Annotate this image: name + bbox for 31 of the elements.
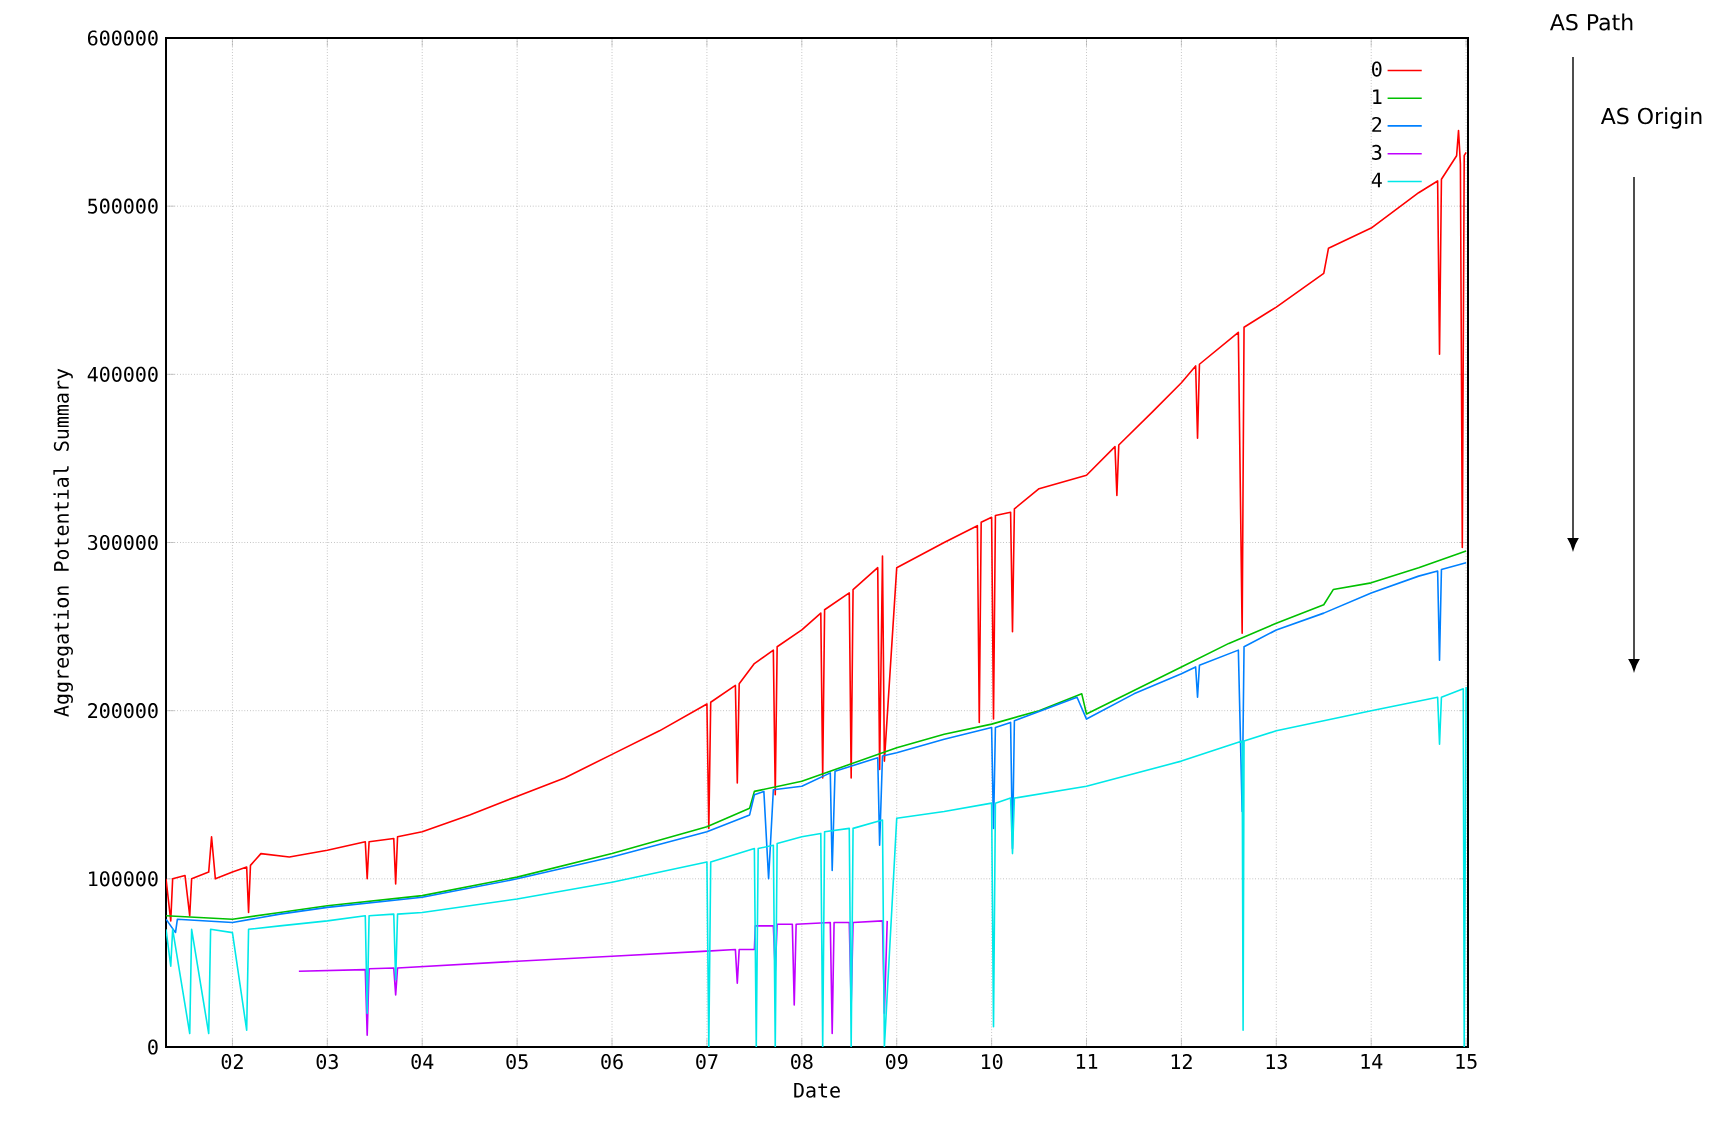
legend-label: 4 bbox=[1371, 172, 1382, 188]
x-tick-label: 12 bbox=[1171, 1054, 1192, 1069]
legend-label: 2 bbox=[1372, 116, 1382, 132]
text: AS Origin bbox=[1600, 107, 1702, 129]
line-series bbox=[166, 686, 1467, 1047]
x-tick-label: 13 bbox=[1266, 1054, 1287, 1070]
legend-label: 3 bbox=[1372, 144, 1382, 160]
x-tick-label: 07 bbox=[696, 1054, 718, 1070]
y-tick-label: 0 bbox=[148, 1039, 158, 1055]
x-tick-label: 10 bbox=[981, 1054, 1003, 1070]
x-tick-label: 05 bbox=[506, 1054, 528, 1070]
x-axis-title: Date bbox=[794, 1082, 840, 1098]
legend-label: 0 bbox=[1372, 61, 1382, 77]
x-tick-label: 15 bbox=[1456, 1054, 1477, 1069]
y-tick-label: 200000 bbox=[88, 703, 158, 719]
y-tick-label: 100000 bbox=[89, 871, 158, 887]
y-tick-label: 500000 bbox=[88, 198, 158, 214]
y-axis-title: Aggregation Potential Summary bbox=[53, 368, 73, 717]
x-tick-label: 02 bbox=[221, 1054, 243, 1070]
x-tick-label: 03 bbox=[316, 1054, 338, 1070]
x-tick-label: 14 bbox=[1361, 1054, 1383, 1069]
x-tick-label: 08 bbox=[791, 1054, 813, 1070]
y-tick-label: 400000 bbox=[87, 366, 158, 382]
x-tick-label: 04 bbox=[411, 1054, 434, 1070]
x-tick-label: 06 bbox=[601, 1054, 623, 1070]
legend-label: 1 bbox=[1373, 89, 1382, 104]
x-tick-label: 11 bbox=[1076, 1054, 1098, 1069]
x-tick-label: 09 bbox=[885, 1054, 908, 1070]
y-tick-label: 300000 bbox=[88, 534, 158, 551]
y-tick-label: 600000 bbox=[87, 30, 158, 46]
text: AS Path bbox=[1549, 13, 1633, 31]
